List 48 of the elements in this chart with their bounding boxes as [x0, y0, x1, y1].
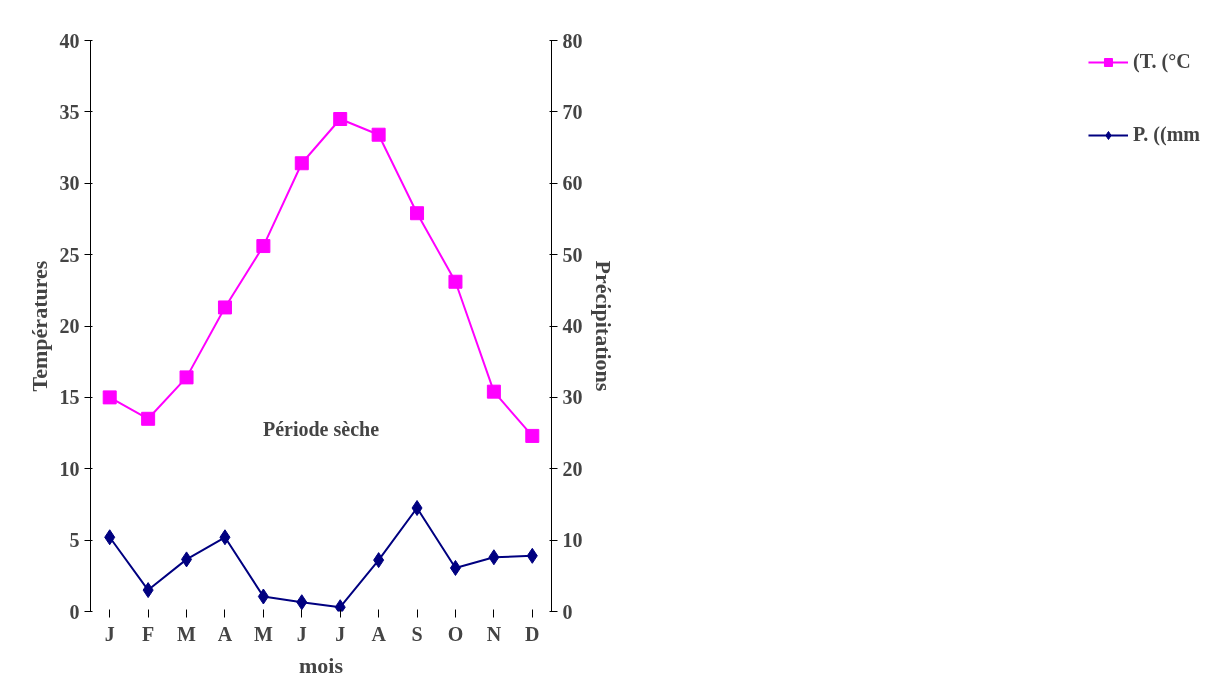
y2-tick-label: 10 — [562, 529, 583, 552]
y2-tick-label: 70 — [562, 100, 583, 123]
point — [371, 127, 386, 142]
y-tick-label: 0 — [69, 600, 80, 623]
annotation: Période sèche — [262, 418, 380, 441]
y-tick-label: 15 — [59, 386, 80, 409]
point — [333, 112, 348, 127]
x-tick-label: J — [104, 622, 115, 645]
x-tick-label: N — [486, 622, 502, 645]
point — [525, 428, 540, 443]
y-tick-label: 40 — [59, 29, 80, 52]
point — [448, 274, 463, 289]
x-tick-label: O — [447, 622, 464, 645]
y2-tick-label: 40 — [562, 315, 583, 337]
y2-tick-label: 30 — [562, 386, 583, 409]
y2-tick-label: 80 — [562, 29, 583, 52]
y2-tick-label: 60 — [562, 172, 583, 195]
y2-axis-title: Précipitations — [590, 260, 616, 392]
point — [294, 156, 309, 171]
x-axis-title: mois — [299, 652, 344, 678]
x-tick-label: M — [253, 622, 273, 645]
y2-tick-label: 50 — [562, 243, 583, 266]
point — [179, 370, 194, 385]
x-tick-label: J — [335, 622, 346, 645]
y-axis-title: Températures — [26, 260, 52, 392]
x-tick-label: D — [525, 622, 540, 645]
point — [486, 384, 501, 399]
legend-label: P. ((mm — [1132, 123, 1200, 146]
y-tick-label: 5 — [69, 529, 80, 552]
y-tick-label: 35 — [59, 100, 80, 123]
x-tick-label: F — [142, 622, 155, 645]
point — [410, 206, 425, 221]
point — [217, 300, 232, 315]
x-tick-label: J — [296, 622, 307, 645]
x-tick-label: S — [411, 622, 423, 645]
legend-label: (T. (°C — [1132, 50, 1191, 73]
x-tick-label: A — [217, 622, 233, 645]
y-tick-label: 10 — [59, 457, 80, 480]
point — [102, 390, 117, 405]
x-tick-label: M — [177, 622, 197, 645]
y-tick-label: 20 — [59, 315, 80, 337]
y2-tick-label: 20 — [562, 457, 583, 480]
point — [141, 411, 156, 426]
point — [256, 239, 271, 254]
y-tick-label: 30 — [59, 172, 80, 195]
y2-tick-label: 0 — [562, 600, 573, 623]
x-tick-label: A — [371, 622, 387, 645]
y-tick-label: 25 — [59, 243, 80, 266]
